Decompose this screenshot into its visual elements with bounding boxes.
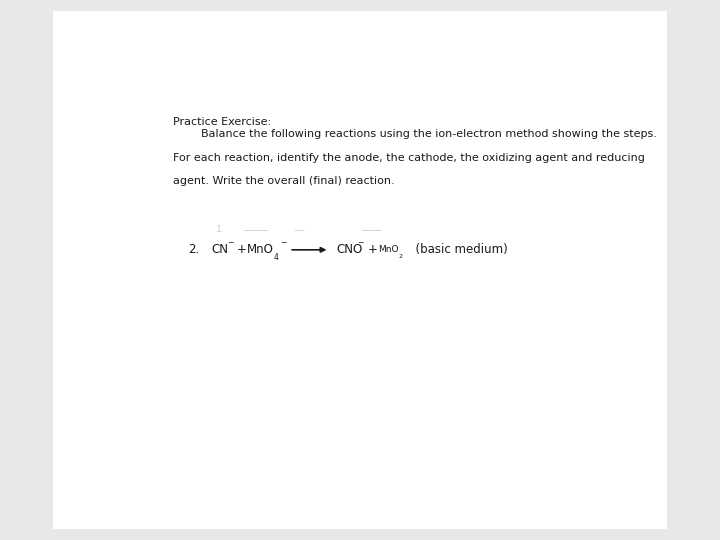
Text: 2: 2 bbox=[398, 254, 402, 259]
Text: Balance the following reactions using the ion-electron method showing the steps.: Balance the following reactions using th… bbox=[173, 129, 657, 139]
Text: CN: CN bbox=[211, 244, 228, 256]
Text: agent. Write the overall (final) reaction.: agent. Write the overall (final) reactio… bbox=[173, 176, 395, 186]
Text: −: − bbox=[227, 238, 233, 247]
Text: −: − bbox=[357, 238, 364, 247]
Text: +: + bbox=[367, 244, 377, 256]
Text: 1.: 1. bbox=[215, 225, 224, 234]
Text: For each reaction, identify the anode, the cathode, the oxidizing agent and redu: For each reaction, identify the anode, t… bbox=[173, 152, 644, 163]
Text: (basic medium): (basic medium) bbox=[408, 244, 508, 256]
Text: ──: ── bbox=[294, 225, 304, 234]
Text: Practice Exercise:: Practice Exercise: bbox=[173, 117, 271, 127]
Text: 4: 4 bbox=[274, 253, 279, 262]
Text: ────: ──── bbox=[361, 225, 381, 234]
Text: MnO: MnO bbox=[378, 245, 398, 254]
Text: CNO: CNO bbox=[336, 244, 362, 256]
Text: −: − bbox=[280, 238, 286, 247]
Text: MnO: MnO bbox=[248, 244, 274, 256]
Text: +: + bbox=[237, 244, 247, 256]
Text: 2.: 2. bbox=[188, 244, 199, 256]
Text: ─────: ───── bbox=[243, 225, 269, 234]
